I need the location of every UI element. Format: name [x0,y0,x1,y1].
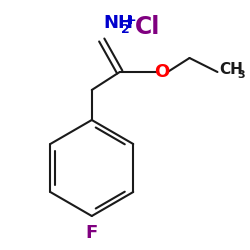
Text: NH: NH [104,14,134,32]
Text: +: + [126,14,136,27]
Text: F: F [86,224,98,242]
Text: 2: 2 [121,23,130,36]
Text: CH: CH [220,62,243,78]
Text: 3: 3 [238,70,245,80]
Text: O: O [154,63,169,81]
Text: Cl: Cl [135,15,160,39]
